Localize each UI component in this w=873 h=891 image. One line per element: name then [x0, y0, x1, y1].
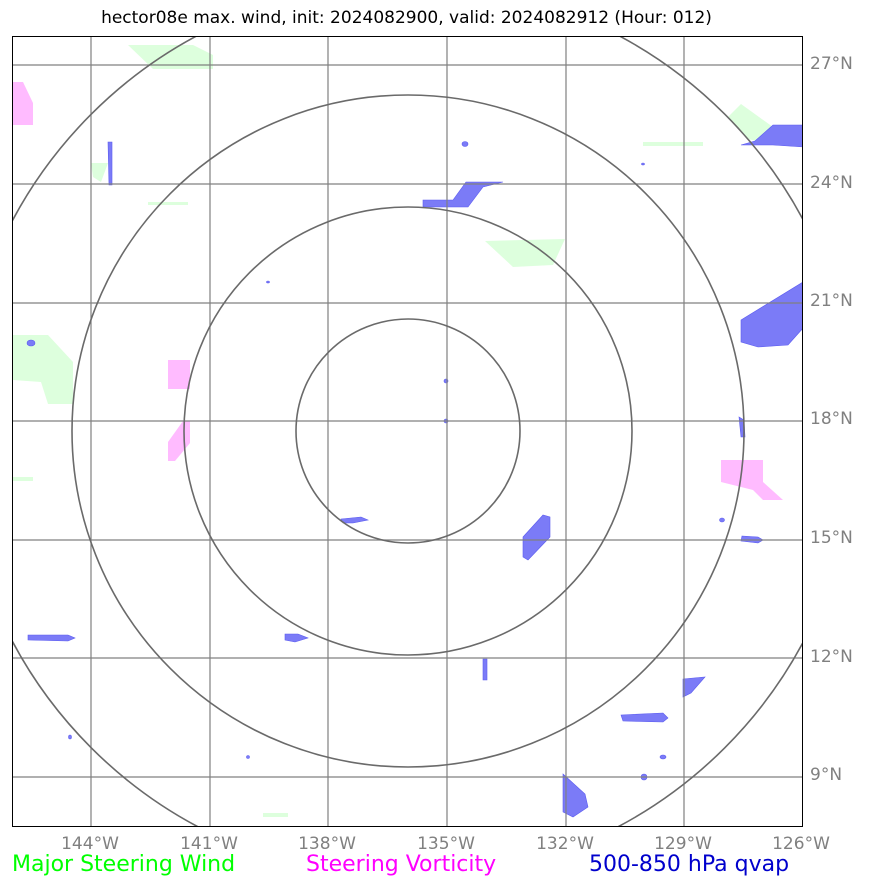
lon-label: 135°W	[417, 834, 475, 854]
vorticity-area	[168, 360, 190, 389]
lat-lon-gridlines	[13, 37, 802, 826]
qvap-area	[107, 141, 113, 186]
qvap-area	[284, 633, 309, 643]
qvap-area	[422, 181, 504, 208]
lat-label: 9°N	[810, 765, 843, 785]
qvap-area	[522, 514, 551, 561]
lon-label: 132°W	[536, 834, 594, 854]
steering-wind-areas	[13, 45, 773, 817]
wind-area	[643, 142, 703, 146]
qvap-area	[659, 754, 667, 760]
qvap-area	[682, 676, 706, 698]
lon-label: 129°W	[654, 834, 712, 854]
vorticity-area	[168, 421, 190, 461]
qvap-area	[740, 282, 802, 348]
lon-label: 144°W	[61, 834, 119, 854]
qvap-area	[641, 162, 645, 166]
legend-qvap: 500-850 hPa qvap	[589, 852, 790, 877]
qvap-areas	[26, 124, 802, 818]
qvap-area	[562, 773, 589, 818]
legend-steering-wind: Major Steering Wind	[12, 852, 236, 877]
wind-area	[13, 335, 73, 404]
wind-area	[91, 163, 108, 182]
range-ring	[183, 206, 633, 656]
legend-steering-vorticity: Steering Vorticity	[306, 852, 497, 877]
wind-area	[485, 239, 565, 267]
qvap-area	[27, 634, 76, 642]
qvap-area	[266, 280, 270, 284]
qvap-area	[461, 141, 469, 147]
vorticity-area	[721, 460, 783, 500]
map-title: hector08e max. wind, init: 2024082900, v…	[101, 8, 712, 28]
wind-area	[148, 202, 188, 205]
lat-label: 18°N	[810, 409, 853, 429]
qvap-area	[620, 712, 669, 723]
qvap-area	[68, 734, 72, 740]
lat-label: 21°N	[810, 291, 853, 311]
vorticity-area	[13, 82, 33, 125]
lat-label: 24°N	[810, 173, 853, 193]
qvap-area	[26, 339, 36, 347]
lon-label: 141°W	[180, 834, 238, 854]
range-ring	[295, 318, 521, 544]
wind-area	[128, 45, 213, 69]
map-frame	[12, 36, 803, 827]
map-canvas	[13, 37, 802, 826]
lon-label: 138°W	[298, 834, 356, 854]
range-ring	[71, 94, 745, 768]
lat-label: 27°N	[810, 54, 853, 74]
range-rings	[13, 37, 802, 826]
qvap-area	[482, 658, 488, 681]
qvap-area	[719, 517, 725, 523]
lat-label: 15°N	[810, 528, 853, 548]
lat-label: 12°N	[810, 647, 853, 667]
wind-area	[13, 477, 33, 481]
qvap-area	[246, 755, 250, 759]
qvap-area	[740, 124, 802, 148]
qvap-area	[340, 516, 370, 524]
lon-label: 126°W	[772, 834, 830, 854]
wind-area	[263, 813, 288, 817]
